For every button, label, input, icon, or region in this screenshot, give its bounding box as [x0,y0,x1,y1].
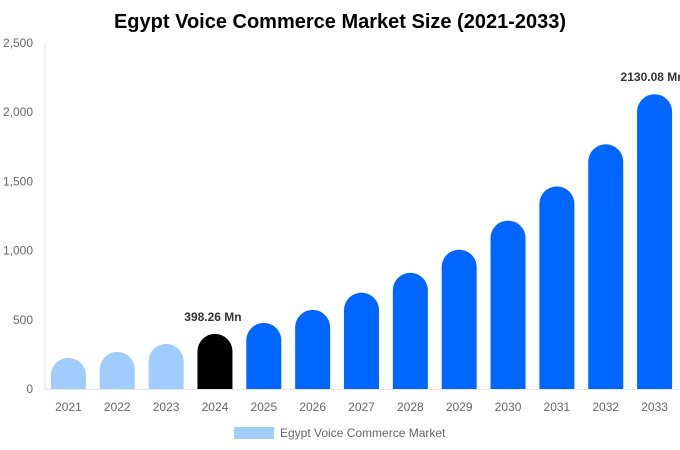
y-tick-label: 2,500 [3,36,33,50]
bar-2032[interactable] [588,144,624,389]
x-tick-label: 2029 [446,400,473,414]
bar-2022[interactable] [99,351,135,389]
legend-swatch [234,427,274,439]
y-tick-label: 500 [13,313,33,327]
x-tick-label: 2026 [299,400,326,414]
data-label-2033: 2130.08 Mn [621,70,680,84]
x-tick-label: 2033 [641,400,668,414]
x-tick-label: 2028 [397,400,424,414]
bar-2029[interactable] [441,249,477,389]
y-tick-label: 1,500 [3,174,33,188]
chart-title: Egypt Voice Commerce Market Size (2021-2… [114,11,566,33]
x-tick-label: 2025 [250,400,277,414]
legend-label: Egypt Voice Commerce Market [280,426,446,440]
data-labels: 398.26 Mn 2130.08 Mn [184,70,680,324]
x-tick-label: 2022 [104,400,131,414]
x-tick-label: 2032 [592,400,619,414]
bar-2024[interactable] [197,333,233,389]
x-axis: 2021 2022 2023 2024 2025 2026 2027 2028 2029 2030… [45,389,680,414]
x-tick-label: 2027 [348,400,375,414]
bar-2025[interactable] [246,322,282,389]
bar-2028[interactable] [392,272,428,389]
y-tick-label: 2,000 [3,105,33,119]
y-axis: 0 500 1,000 1,500 2,000 2,500 [3,36,46,396]
bar-2031[interactable] [539,186,575,389]
legend[interactable]: Egypt Voice Commerce Market [234,426,446,440]
x-tick-label: 2024 [202,400,229,414]
y-tick-label: 1,000 [3,244,33,258]
bar-2023[interactable] [148,343,184,389]
x-tick-label: 2021 [55,400,82,414]
x-tick-label: 2031 [544,400,571,414]
bar-2030[interactable] [490,220,526,389]
x-tick-label: 2030 [495,400,522,414]
bars [50,94,673,389]
bar-2026[interactable] [295,309,331,389]
data-label-2024: 398.26 Mn [184,310,241,324]
x-tick-label: 2023 [153,400,180,414]
bar-2033[interactable] [637,94,673,389]
bar-2021[interactable] [50,357,86,389]
bar-2027[interactable] [344,292,379,389]
y-tick-label: 0 [26,382,33,396]
